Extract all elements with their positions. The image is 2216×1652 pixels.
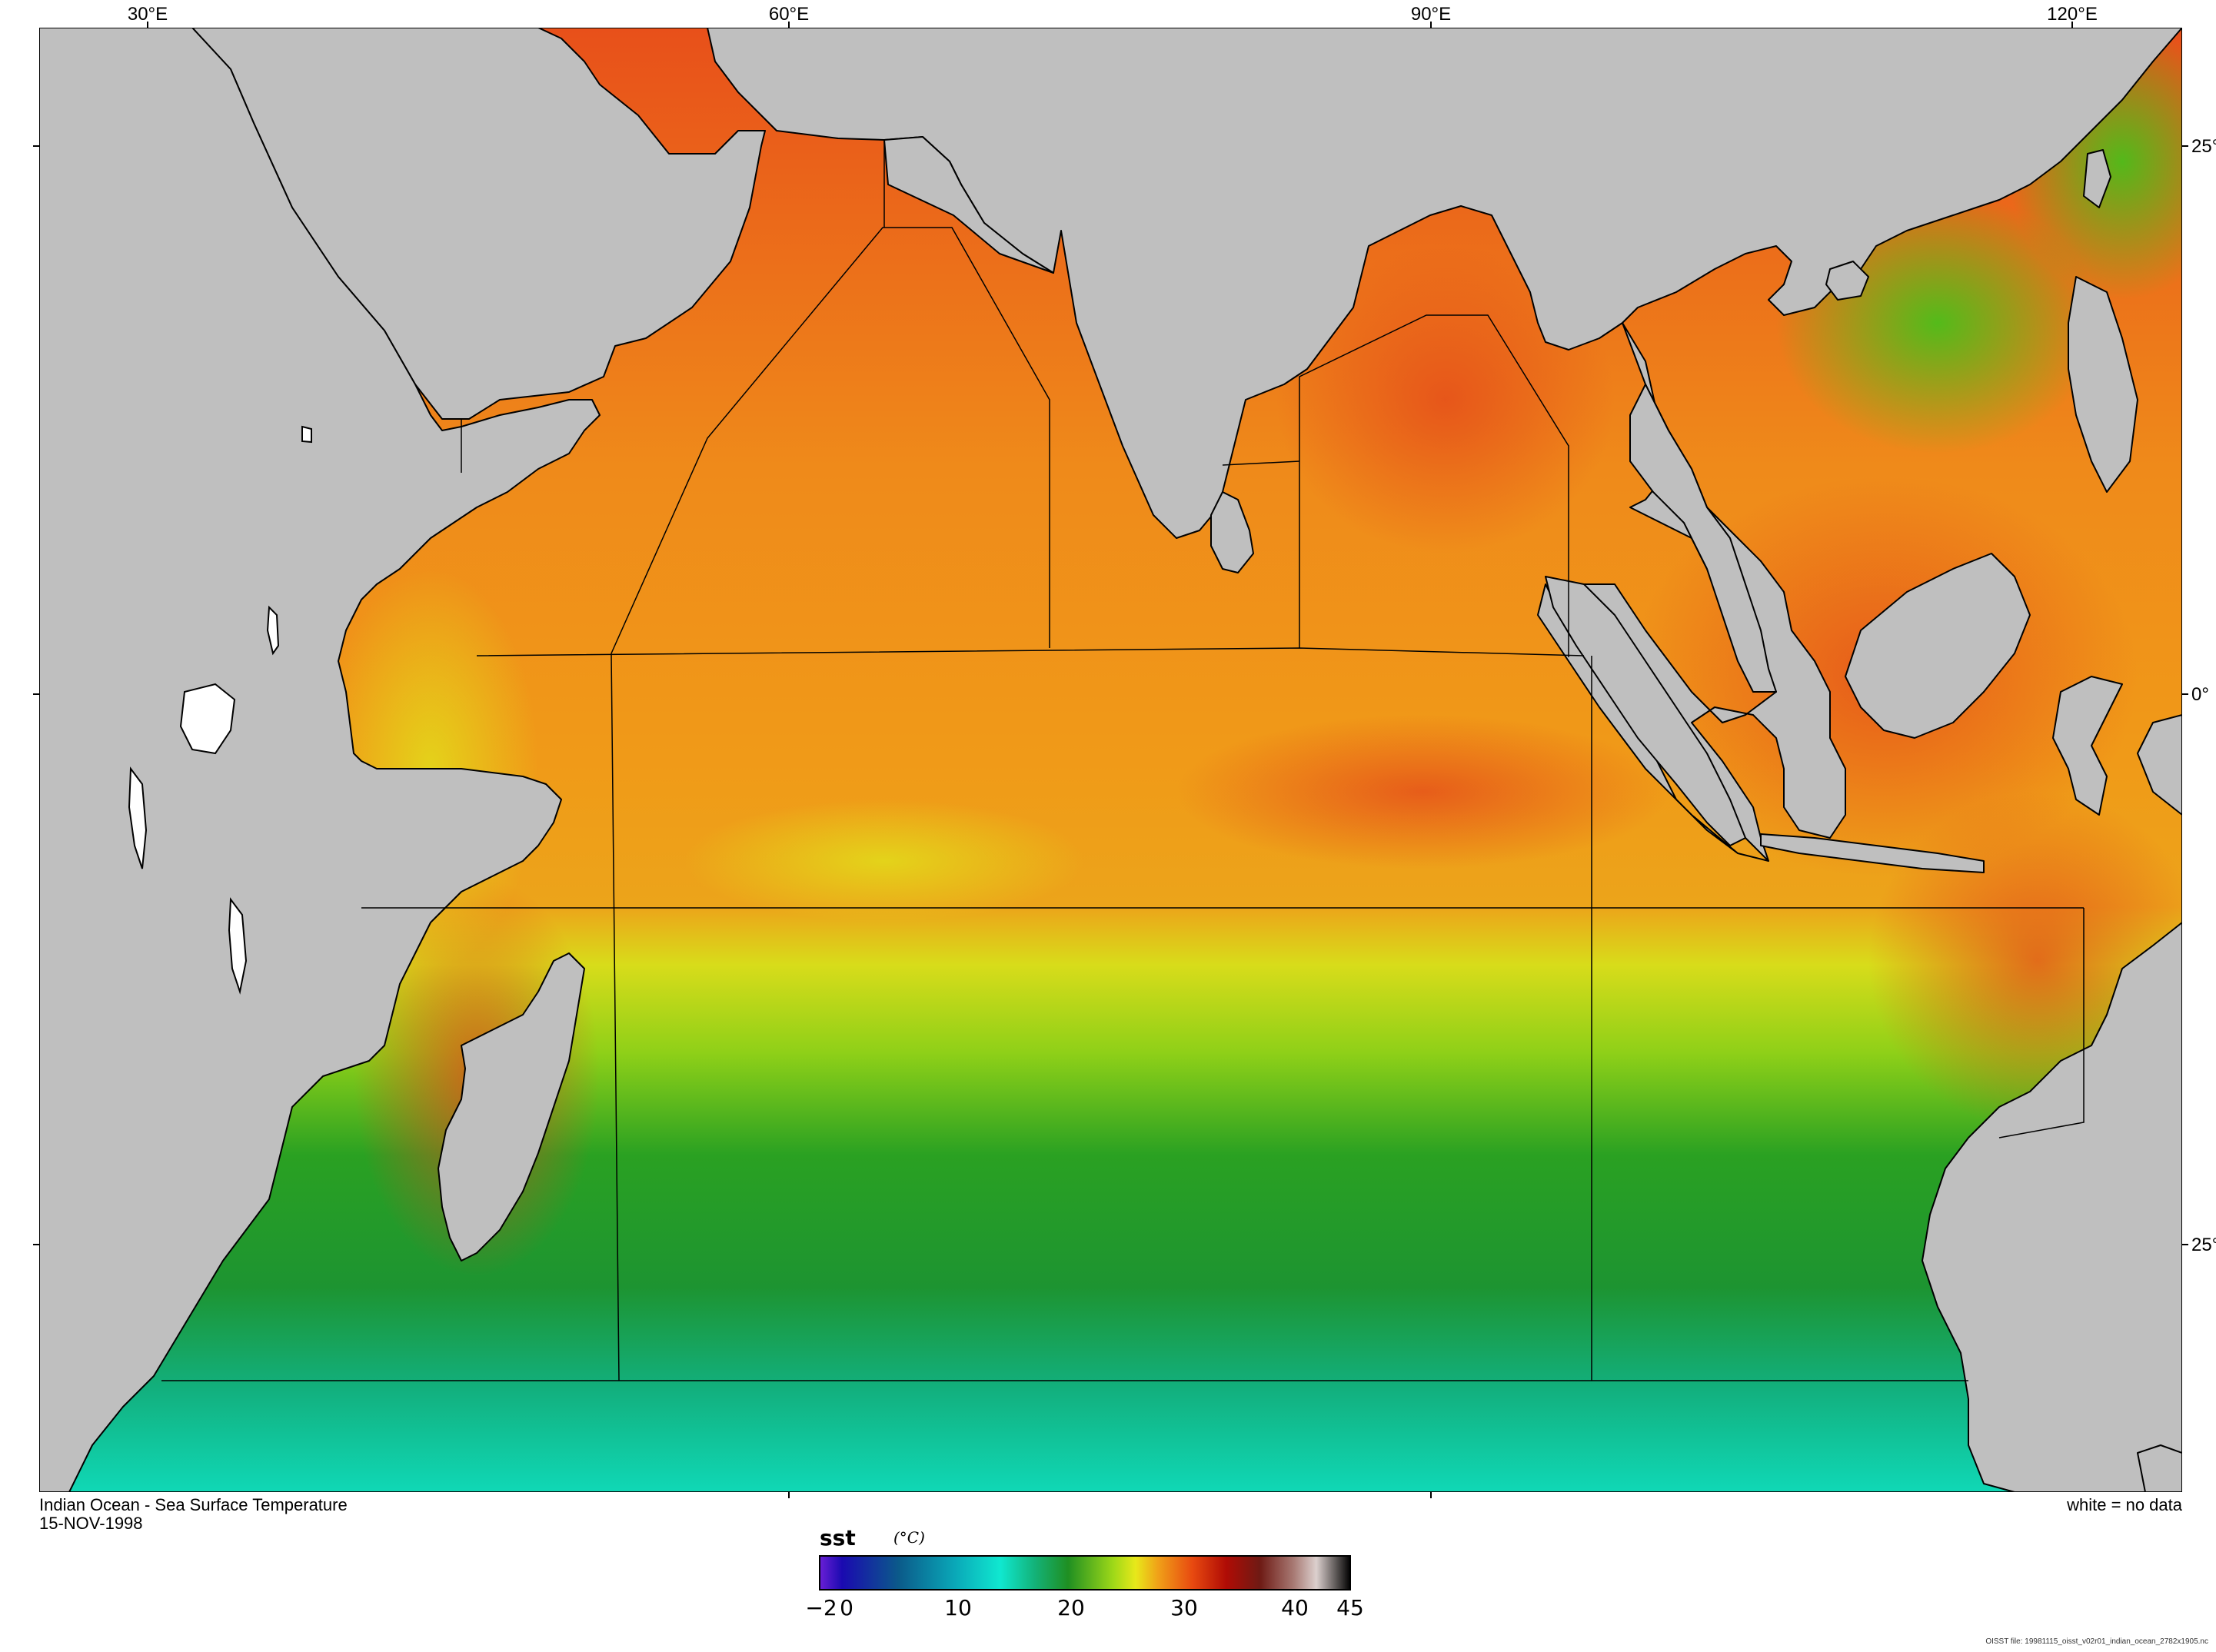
africa-south — [39, 28, 601, 1492]
colorbar-tick-10: 10 — [944, 1595, 972, 1620]
colorbar-tick-minus2: −2 — [805, 1595, 837, 1620]
new-guinea-edge — [2137, 714, 2182, 816]
colorbar-tick-20: 20 — [1057, 1595, 1085, 1620]
hainan — [1825, 261, 1869, 301]
boundary-bay-of-bengal-inner — [1222, 460, 1300, 466]
warm-bay-of-bengal — [1276, 246, 1615, 553]
lat-label-0: 0° — [2191, 684, 2209, 705]
lon-label-120: 120°E — [2047, 4, 2098, 25]
colorbar-unit: (°C) — [893, 1528, 925, 1547]
lon-label-30: 30°E — [128, 4, 168, 25]
no-data-lake-malawi — [228, 897, 248, 995]
no-data-note: white = no data — [2067, 1495, 2182, 1514]
no-data-lake-turkana — [266, 605, 280, 656]
java — [1760, 833, 1985, 873]
file-note: OISST file: 19981115_oisst_v02r01_indian… — [1985, 1637, 2208, 1646]
boundary-equatorial-north — [476, 647, 1585, 656]
taiwan — [2083, 149, 2111, 208]
no-data-lake-victoria — [179, 683, 236, 755]
no-data-areas — [128, 425, 312, 995]
colorbar-tick-0: 0 — [840, 1595, 853, 1620]
colorbar-tick-45: 45 — [1336, 1595, 1364, 1620]
lat-label-25n: 25° — [2191, 136, 2216, 157]
australia — [1922, 922, 2182, 1492]
colorbar-tick-30: 30 — [1170, 1595, 1198, 1620]
lon-label-90: 90°E — [1411, 4, 1451, 25]
boundary-bay-of-bengal — [1299, 314, 1569, 657]
region-boundaries — [161, 140, 2085, 1381]
colorbar-tick-40: 40 — [1281, 1595, 1309, 1620]
australia-se — [2137, 1444, 2182, 1492]
no-data-lake-tanganyika — [128, 766, 148, 869]
lat-label-25s: 25° — [2191, 1235, 2216, 1255]
malay-peninsula — [1629, 384, 1777, 693]
borneo — [1845, 553, 2031, 739]
map-title: Indian Ocean - Sea Surface Temperature — [39, 1495, 348, 1514]
madagascar — [438, 952, 585, 1261]
land — [39, 28, 2182, 1492]
warm-equatorial — [1176, 715, 1669, 869]
africa-arabia-landmass — [39, 28, 2182, 862]
boundary-east — [1998, 908, 2085, 1138]
colorbar — [819, 1555, 1351, 1591]
cool-central — [684, 799, 1084, 922]
india — [883, 136, 1054, 274]
lon-label-60: 60°E — [769, 4, 809, 25]
colorbar-variable: sst — [820, 1525, 856, 1551]
axis-ticks — [33, 22, 2188, 1498]
no-data-lake-small — [301, 425, 312, 444]
sri-lanka — [1210, 491, 1254, 573]
boundary-arabian-sea — [611, 227, 1050, 654]
map-date: 15-NOV-1998 — [39, 1514, 143, 1533]
boundary-central-west — [611, 653, 620, 1381]
colorbar-gradient — [819, 1555, 1351, 1591]
philippines — [2068, 276, 2138, 493]
sulawesi — [2052, 676, 2123, 816]
